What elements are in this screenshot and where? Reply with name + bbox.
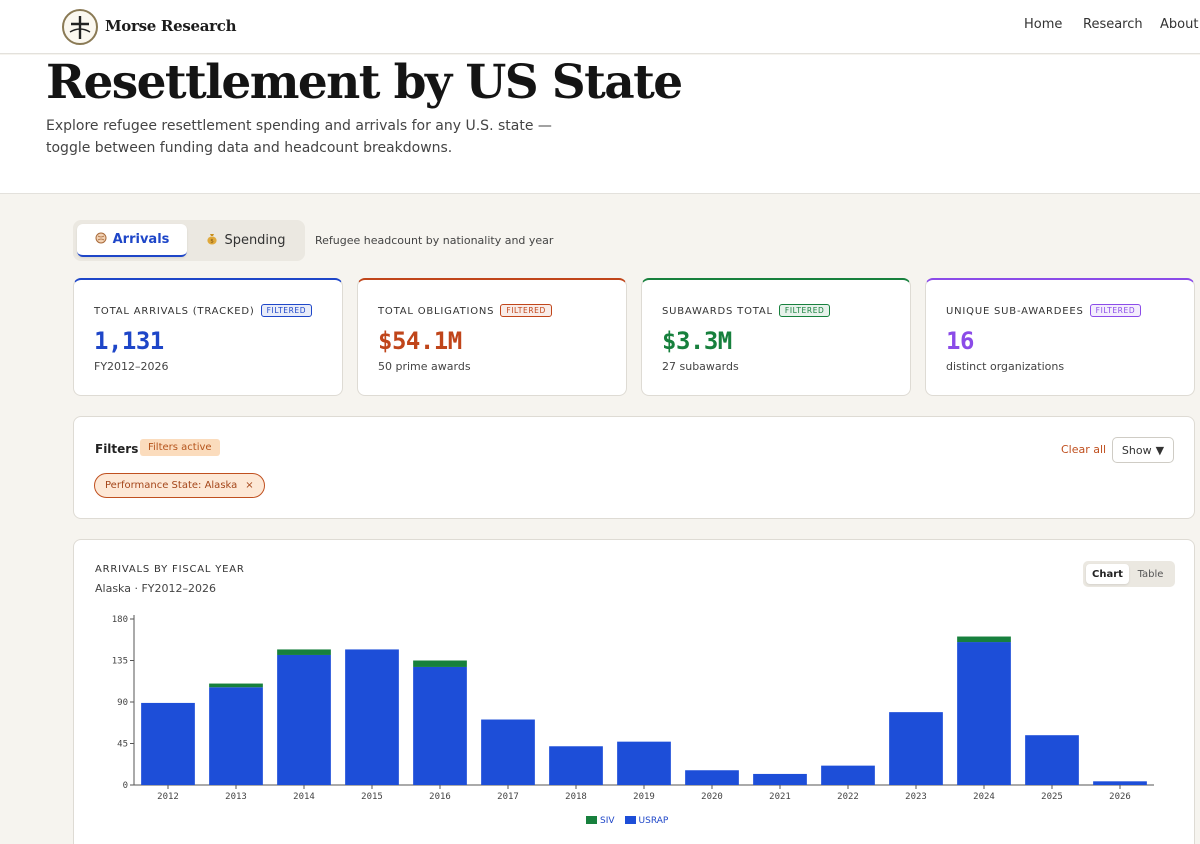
legend-item-usrap: USRAP [624,816,668,826]
filtered-badge: FILTERED [500,304,552,317]
page-description: Explore refugee resettlement spending an… [46,118,552,156]
nav-link-home[interactable]: Home [1024,17,1063,32]
bar-usrap [413,666,467,785]
money-bag-icon: $ [206,232,218,249]
arrivals-chart-panel: ARRIVALS BY FISCAL YEAR Alaska · FY2012–… [73,539,1195,844]
x-tick-label: 2026 [1109,792,1131,802]
stat-card-value: $54.1M [378,327,462,355]
bar-usrap [1093,781,1147,785]
stat-card-sub: 27 subawards [662,360,739,373]
x-tick-label: 2020 [701,792,723,802]
chart-view-button[interactable]: Chart [1086,564,1129,584]
x-tick-label: 2016 [429,792,451,802]
bar-usrap [821,765,875,785]
y-tick-label: 45 [117,740,128,750]
stat-card-value: 16 [946,327,974,355]
x-tick-label: 2012 [157,792,179,802]
globe-icon [95,232,107,248]
triangle-down-icon: ▼ [1155,443,1165,457]
spending-tab[interactable]: $ Spending [191,224,301,257]
bar-siv [957,636,1011,643]
chart-title: ARRIVALS BY FISCAL YEAR [95,564,245,575]
logo-icon[interactable] [62,9,98,45]
top-nav: Morse Research Home Research About [0,0,1200,54]
filtered-badge: FILTERED [778,304,831,317]
arrivals-bar-chart: 0 45 90 135 180 2012 2013 2014 2015 2016 2017 2018 2… [112,615,1154,802]
chart-subtitle: Alaska · FY2012–2026 [95,582,216,595]
filters-panel: Filters Filters active Clear all Show ▼ … [73,416,1195,519]
chart-view-toggle: Chart Table [1083,561,1175,587]
bar-siv [413,660,467,667]
stat-card-sub: distinct organizations [946,360,1065,373]
stat-card-value: 1,131 [94,327,164,355]
bar-usrap [617,741,671,785]
arrivals-tab-label: Arrivals [112,232,170,247]
y-tick-label: 135 [112,657,128,667]
bar-usrap [685,770,739,785]
page-title: Resettlement by US State [46,55,683,110]
filters-title: Filters [95,442,139,456]
svg-text:$: $ [211,239,215,245]
show-filters-label: Show [1121,443,1152,457]
spending-tab-label: Spending [224,233,286,248]
chart-legend: SIV USRAP [586,816,668,826]
bar-usrap [481,719,535,785]
hero: Resettlement by US State Explore refugee… [0,55,1200,194]
filters-active-badge: Filters active [140,439,220,456]
stat-card-label: TOTAL OBLIGATIONS FILTERED [378,304,552,317]
filtered-badge: FILTERED [1089,304,1142,317]
stat-card-sub: FY2012–2026 [94,360,169,373]
stat-card-subawards: SUBAWARDS TOTAL FILTERED $3.3M 27 subawar… [641,278,911,396]
toggle-hint: Refugee headcount by nationality and yea… [315,234,554,247]
bar-usrap [209,687,263,785]
bar-usrap [277,654,331,785]
stat-card-value: $3.3M [662,327,732,355]
filtered-badge: FILTERED [260,304,313,317]
x-tick-label: 2024 [973,792,995,802]
arrivals-tab[interactable]: Arrivals [77,224,187,257]
x-tick-label: 2021 [769,792,791,802]
filter-chip-state[interactable]: Performance State: Alaska × [94,473,265,498]
nav-link-research[interactable]: Research [1083,17,1143,32]
view-toggle: Arrivals $ Spending [73,220,305,261]
stat-card-obligations: TOTAL OBLIGATIONS FILTERED $54.1M 50 prim… [357,278,627,396]
stat-card-arrivals: TOTAL ARRIVALS (TRACKED) FILTERED 1,131 F… [73,278,343,396]
x-tick-label: 2022 [837,792,859,802]
y-tick-label: 90 [117,698,128,708]
bar-usrap [957,642,1011,785]
filter-chip-label: Performance State: Alaska [105,480,238,491]
x-tick-label: 2023 [905,792,927,802]
x-tick-label: 2014 [293,792,315,802]
x-tick-label: 2017 [497,792,519,802]
show-filters-button[interactable]: Show ▼ [1112,437,1174,463]
close-icon[interactable]: × [245,480,254,491]
brand-name[interactable]: Morse Research [105,17,237,35]
x-tick-label: 2013 [225,792,247,802]
bar-usrap [753,773,807,785]
bar-usrap [549,746,603,785]
bar-usrap [141,702,195,785]
table-view-button[interactable]: Table [1137,568,1164,580]
x-tick-label: 2015 [361,792,383,802]
x-tick-label: 2019 [633,792,655,802]
y-tick-label: 180 [112,615,128,625]
bar-siv [209,683,263,688]
stat-card-sub-awardees: UNIQUE SUB-AWARDEES FILTERED 16 distinct … [925,278,1195,396]
bar-siv [277,649,331,655]
legend-item-siv: SIV [586,816,615,826]
bar-usrap [889,712,943,785]
nav-link-about[interactable]: About [1160,17,1199,32]
x-tick-label: 2025 [1041,792,1063,802]
stat-card-sub: 50 prime awards [378,360,471,373]
x-tick-label: 2018 [565,792,587,802]
bar-usrap [1025,735,1079,785]
clear-all-button[interactable]: Clear all [1061,443,1107,456]
y-tick-label: 0 [123,781,128,791]
stat-card-label: UNIQUE SUB-AWARDEES FILTERED [946,304,1142,317]
stat-card-label: SUBAWARDS TOTAL FILTERED [662,304,831,317]
bar-usrap [345,649,399,785]
stat-card-label: TOTAL ARRIVALS (TRACKED) FILTERED [94,304,313,317]
